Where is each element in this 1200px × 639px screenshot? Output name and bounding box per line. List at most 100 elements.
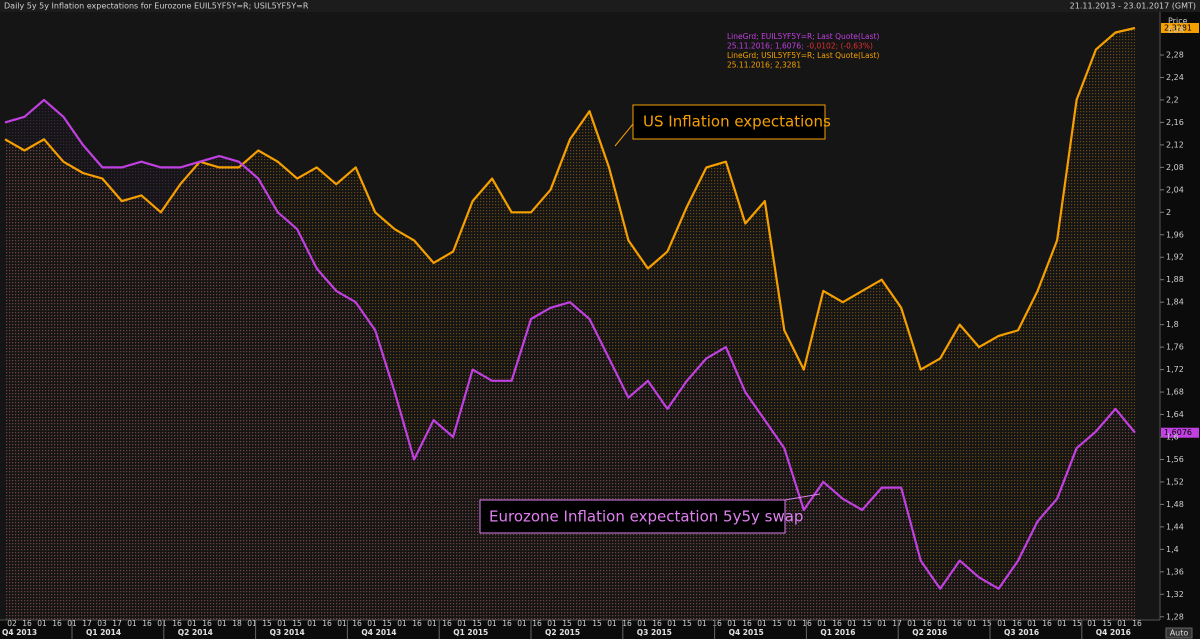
x-quarter-label: Q3 2015 [637, 628, 672, 637]
x-tick-label: 01 [697, 619, 707, 628]
x-tick-label: 16 [922, 619, 932, 628]
x-tick-label: 15 [1072, 619, 1082, 628]
x-tick-label: 01 [817, 619, 827, 628]
x-tick-label: 16 [832, 619, 842, 628]
x-tick-label: 16 [1042, 619, 1052, 628]
x-tick-label: 01 [307, 619, 317, 628]
area [5, 99, 1135, 620]
x-tick-label: 16 [52, 619, 62, 628]
y-tick-label: 1,88 [1166, 275, 1184, 284]
y-tick-label: 1,52 [1166, 477, 1184, 486]
y-tick-label: 1,84 [1166, 298, 1184, 307]
x-tick-label: 15 [292, 619, 302, 628]
x-tick-label: 01 [787, 619, 797, 628]
x-tick-label: 15 [262, 619, 272, 628]
x-tick-label: 03 [97, 619, 107, 628]
x-tick-label: 16 [742, 619, 752, 628]
x-tick-label: 01 [1027, 619, 1037, 628]
x-tick-label: 15 [772, 619, 782, 628]
annotation-connector [614, 123, 634, 147]
x-tick-label: 16 [202, 619, 212, 628]
x-tick-label: 16 [652, 619, 662, 628]
x-quarter-label: Q3 2014 [270, 628, 305, 637]
y-tick-label: 1,96 [1166, 230, 1184, 239]
x-tick-label: 01 [877, 619, 887, 628]
legend-entry: 25.11.2016; 1,6076; [727, 42, 804, 51]
y-tick-label: 1,76 [1166, 343, 1184, 352]
y-tick-label: 2,08 [1166, 163, 1184, 172]
x-quarter-label: Q4 2015 [729, 628, 764, 637]
y-tick-label: 1,64 [1166, 410, 1184, 419]
x-tick-label: 01 [937, 619, 947, 628]
y-tick-label: 1,44 [1166, 522, 1184, 531]
x-tick-label: 16 [142, 619, 152, 628]
axis-title: Price [1168, 17, 1188, 26]
y-tick-label: 1,4 [1166, 545, 1179, 554]
x-tick-label: 02 [7, 619, 17, 628]
y-tick-label: 1,6 [1166, 433, 1179, 442]
x-quarter-label: Q2 2016 [912, 628, 947, 637]
x-quarter-label: Q1 2014 [86, 628, 121, 637]
last-value-label: 1,6076 [1164, 428, 1192, 437]
x-tick-label: 16 [802, 619, 812, 628]
y-tick-label: 1,48 [1166, 500, 1184, 509]
x-tick-label: 01 [847, 619, 857, 628]
x-tick-label: 01 [967, 619, 977, 628]
annotation-box [479, 499, 786, 534]
auto-button[interactable] [1165, 627, 1193, 639]
x-tick-label: 01 [247, 619, 257, 628]
x-tick-label: 17 [112, 619, 122, 628]
x-tick-label: 01 [457, 619, 467, 628]
title-bar [0, 0, 1200, 12]
y-tick-label: 1,36 [1166, 567, 1184, 576]
x-tick-label: 01 [367, 619, 377, 628]
x-tick-label: 15 [562, 619, 572, 628]
x-tick-label: 16 [502, 619, 512, 628]
x-tick-label: 01 [1087, 619, 1097, 628]
date-range: 21.11.2013 - 23.01.2017 (GMT) [1070, 2, 1196, 11]
x-tick-label: 15 [382, 619, 392, 628]
x-tick-label: 01 [187, 619, 197, 628]
x-tick-label: 01 [487, 619, 497, 628]
x-tick-label: 01 [277, 619, 287, 628]
x-quarter-label: Q4 2014 [361, 628, 396, 637]
y-tick-label: 1,8 [1166, 320, 1179, 329]
x-tick-label: 16 [1012, 619, 1022, 628]
y-tick-label: 1,68 [1166, 388, 1184, 397]
annotation-box [632, 104, 826, 140]
legend-entry: LineGrd; USIL5YF5Y=R; Last Quote(Last) [727, 51, 879, 60]
last-value-label: 2,3281 [1164, 23, 1192, 32]
x-tick-label: 01 [517, 619, 527, 628]
x-tick-label: 01 [127, 619, 137, 628]
x-tick-label: 18 [232, 619, 242, 628]
x-tick-label: 01 [907, 619, 917, 628]
auto-button-label[interactable]: Auto [1170, 629, 1189, 638]
x-tick-label: 16 [622, 619, 632, 628]
x-tick-label: 15 [682, 619, 692, 628]
x-quarter-label: Q1 2016 [820, 628, 855, 637]
x-tick-label: 16 [322, 619, 332, 628]
x-tick-label: 15 [862, 619, 872, 628]
x-tick-label: 01 [157, 619, 167, 628]
x-tick-label: 01 [427, 619, 437, 628]
x-quarter-label: Q2 2015 [545, 628, 580, 637]
x-tick-label: 16 [952, 619, 962, 628]
x-tick-label: 15 [592, 619, 602, 628]
x-tick-label: 01 [577, 619, 587, 628]
x-tick-label: 16 [442, 619, 452, 628]
y-tick-label: 2 [1166, 208, 1171, 217]
x-quarter-label: Q4 2016 [1096, 628, 1131, 637]
last-value-box [1161, 427, 1199, 438]
y-tick-label: 1,56 [1166, 455, 1184, 464]
x-tick-label: 15 [982, 619, 992, 628]
x-tick-label: 15 [472, 619, 482, 628]
x-tick-label: 01 [337, 619, 347, 628]
legend-entry: LineGrd; EUIL5YF5Y=R; Last Quote(Last) [727, 32, 879, 41]
y-tick-label: 1,32 [1166, 590, 1184, 599]
y-tick-label: 2,2 [1166, 95, 1179, 104]
legend-entry: 25.11.2016; 2,3281 [727, 61, 801, 70]
x-tick-label: 01 [1117, 619, 1127, 628]
y-tick-label: 2,12 [1166, 140, 1184, 149]
last-value-box [1161, 22, 1199, 33]
x-quarter-label: Q4 2013 [2, 628, 37, 637]
